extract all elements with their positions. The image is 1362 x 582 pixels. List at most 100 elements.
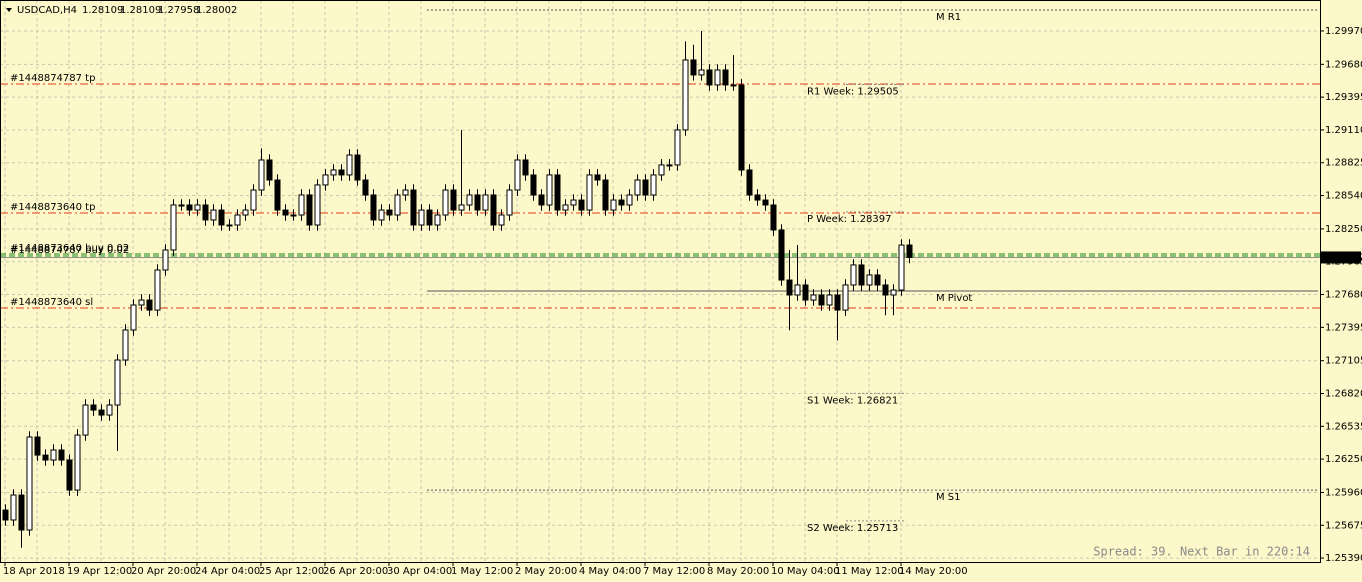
candle-body (322, 174, 329, 186)
candle-body (298, 194, 305, 216)
candle-body (762, 199, 769, 206)
candle-body (498, 214, 505, 226)
candle-body (410, 189, 417, 226)
axes: 1.29970 1.29680 1.29395 1.29110 1.28825 1.285… (3, 26, 1362, 577)
candle-body (738, 84, 745, 171)
candle-body (786, 279, 793, 296)
week-label: P Week: 1.28397 (807, 214, 892, 225)
candle-body (618, 199, 625, 206)
candle-body (802, 284, 809, 301)
candle-body (106, 404, 113, 416)
candle-body (34, 436, 41, 456)
candle-body (754, 194, 761, 201)
order-label: #1448873640 buy 0.02 (10, 243, 129, 254)
candle-body (778, 229, 785, 281)
y-tick-label: 1.25675 (1325, 520, 1362, 531)
candle-body (482, 194, 489, 211)
candle-body (642, 179, 649, 196)
candle-body (378, 209, 385, 221)
week-label: S2 Week: 1.25713 (807, 523, 898, 534)
candle-body (570, 199, 577, 206)
candle-body (26, 436, 33, 531)
x-tick-label: 2 May 20:00 (515, 566, 577, 577)
candle-body (290, 214, 297, 217)
candle-body (386, 209, 393, 216)
order-label: #1448873640 sl (10, 297, 93, 308)
candle-body (50, 449, 57, 461)
candle-body (218, 209, 225, 226)
month-label: M Pivot (936, 293, 972, 304)
candle-body (130, 304, 137, 331)
month-label: M S1 (936, 492, 961, 503)
header-close: 1.28002 (196, 5, 237, 16)
candle-body (706, 69, 713, 86)
candle-body (450, 189, 457, 211)
candle-body (122, 329, 129, 361)
candle-body (746, 169, 753, 196)
candle-body (522, 159, 529, 176)
y-tick-label: 1.28250 (1325, 224, 1362, 235)
y-tick-label: 1.26250 (1325, 454, 1362, 465)
candle-body (186, 204, 193, 211)
candle-body (274, 179, 281, 211)
x-tick-label: 20 Apr 20:00 (131, 566, 196, 577)
x-tick-label: 30 Apr 04:00 (387, 566, 452, 577)
candle-body (682, 59, 689, 131)
x-tick-label: 1 May 12:00 (451, 566, 513, 577)
candle-body (210, 209, 217, 221)
candle-body (634, 179, 641, 196)
levels: M R1 #1448874787 tp R1 Week: 1.29505 #14488… (0, 9, 1320, 534)
candle-body (666, 164, 673, 167)
candle-body (834, 294, 841, 311)
order-label: #1448873640 tp (10, 202, 95, 213)
candle-body (690, 59, 697, 76)
candle-body (226, 224, 233, 227)
x-tick-label: 8 May 20:00 (707, 566, 769, 577)
y-tick-label: 1.29680 (1325, 59, 1362, 70)
y-tick-label: 1.25390 (1325, 553, 1362, 564)
candle-body (602, 179, 609, 211)
candle-body (114, 359, 121, 406)
x-tick-label: 14 May 20:00 (899, 566, 968, 577)
candle-body (826, 294, 833, 306)
collapse-icon[interactable] (6, 8, 12, 12)
candle-body (578, 199, 585, 211)
candle-body (194, 204, 201, 211)
candle-body (18, 494, 25, 531)
candle-body (154, 269, 161, 311)
candle-body (554, 174, 561, 211)
status-text: Spread: 39. Next Bar in 220:14 (1093, 545, 1310, 559)
candle-body (282, 209, 289, 216)
candle-body (74, 434, 81, 491)
candle-body (842, 284, 849, 311)
month-label: M R1 (936, 12, 961, 23)
candle-body (458, 204, 465, 211)
y-tick-label: 1.29970 (1325, 26, 1362, 37)
candle-body (354, 154, 361, 181)
week-label: S1 Week: 1.26821 (807, 395, 898, 406)
candle-body (730, 84, 737, 87)
candles (2, 30, 913, 548)
order-label: #1448874787 buy 0.02 (10, 245, 129, 256)
grid (0, 0, 1320, 562)
candle-body (594, 174, 601, 181)
candle-body (490, 194, 497, 226)
y-tick-label: 1.27105 (1325, 356, 1362, 367)
x-tick-label: 18 Apr 2018 (3, 566, 65, 577)
candle-body (162, 249, 169, 271)
y-tick-label: 1.27680 (1325, 290, 1362, 301)
candle-body (266, 159, 273, 181)
candle-body (242, 209, 249, 216)
candle-body (874, 274, 881, 286)
candle-body (546, 174, 553, 206)
header-high: 1.28109 (120, 5, 161, 16)
candle-body (770, 204, 777, 231)
candle-body (66, 459, 73, 491)
candle-body (530, 174, 537, 196)
x-tick-label: 11 May 12:00 (835, 566, 904, 577)
candle-body (514, 159, 521, 191)
price-box (1321, 251, 1361, 264)
candle-body (882, 284, 889, 296)
candle-body (610, 199, 617, 211)
candle-body (394, 194, 401, 216)
